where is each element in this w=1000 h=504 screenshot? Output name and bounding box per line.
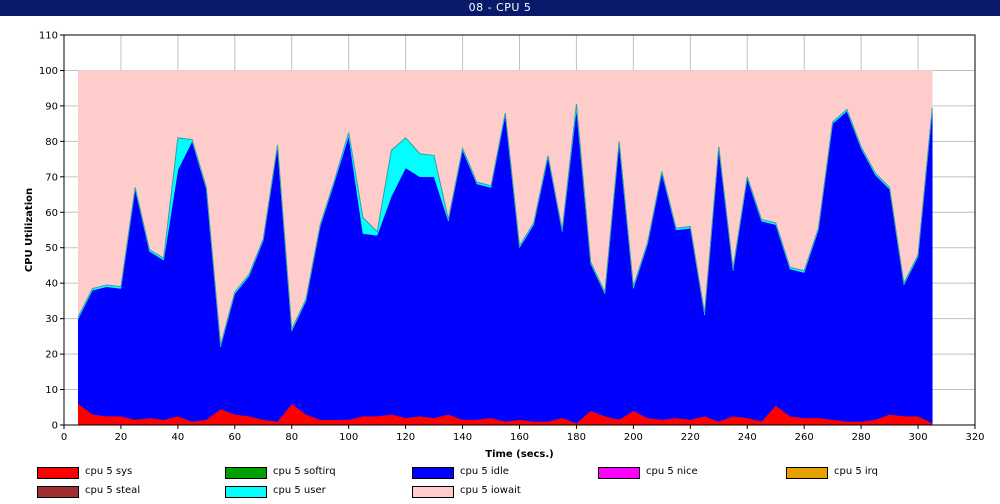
legend-swatch [598, 467, 640, 479]
x-tick-label: 100 [339, 432, 358, 443]
legend-label: cpu 5 irq [834, 466, 878, 477]
legend-label: cpu 5 steal [85, 485, 141, 496]
y-tick-label: 30 [45, 314, 58, 325]
x-tick-label: 40 [172, 432, 185, 443]
x-tick-label: 180 [567, 432, 586, 443]
y-tick-label: 90 [45, 101, 58, 112]
x-tick-label: 300 [909, 432, 928, 443]
legend-label: cpu 5 softirq [273, 466, 336, 477]
x-tick-label: 160 [510, 432, 529, 443]
legend-swatch [225, 486, 267, 498]
x-tick-label: 320 [965, 432, 984, 443]
y-tick-label: 0 [52, 421, 58, 432]
x-tick-label: 60 [228, 432, 241, 443]
y-tick-label: 20 [45, 350, 58, 361]
x-tick-label: 140 [453, 432, 472, 443]
x-tick-label: 280 [852, 432, 871, 443]
chart-title: 08 - CPU 5 [468, 1, 532, 14]
x-tick-label: 200 [624, 432, 643, 443]
cpu-utilization-chart: 0 20 40 60 80 100 120 140 160 180 200 220 240 260 280 3… [24, 31, 985, 461]
x-tick-label: 120 [396, 432, 415, 443]
y-axis-label: CPU Utilization [24, 188, 35, 272]
y-tick-label: 70 [45, 172, 58, 183]
y-tick-label: 80 [45, 137, 58, 148]
y-tick-label: 10 [45, 385, 58, 396]
x-tick-label: 0 [61, 432, 67, 443]
legend-swatch [37, 486, 79, 498]
x-tick-label: 80 [285, 432, 298, 443]
legend-swatch [225, 467, 267, 479]
x-tick-label: 260 [795, 432, 814, 443]
x-axis-label: Time (secs.) [485, 449, 554, 460]
legend-label: cpu 5 idle [460, 466, 509, 477]
x-tick-label: 20 [115, 432, 128, 443]
legend-swatch [412, 467, 454, 479]
legend-label: cpu 5 sys [85, 466, 133, 477]
legend-label: cpu 5 user [273, 485, 326, 496]
y-tick-label: 50 [45, 243, 58, 254]
legend-swatch [412, 486, 454, 498]
y-tick-label: 100 [39, 66, 58, 77]
y-tick-label: 40 [45, 279, 58, 290]
legend-label: cpu 5 nice [646, 466, 698, 477]
window-title-bar: 08 - CPU 5 [0, 0, 1000, 16]
legend-label: cpu 5 iowait [460, 485, 521, 496]
y-tick-label: 60 [45, 208, 58, 219]
busy-outline [77, 104, 933, 346]
legend-swatch [786, 467, 828, 479]
y-tick-label: 110 [39, 31, 58, 42]
x-tick-label: 240 [738, 432, 757, 443]
legend-swatch [37, 467, 79, 479]
chart-legend: cpu 5 sys cpu 5 softirq cpu 5 idle cpu 5 ni… [0, 464, 1000, 504]
x-tick-label: 220 [681, 432, 700, 443]
